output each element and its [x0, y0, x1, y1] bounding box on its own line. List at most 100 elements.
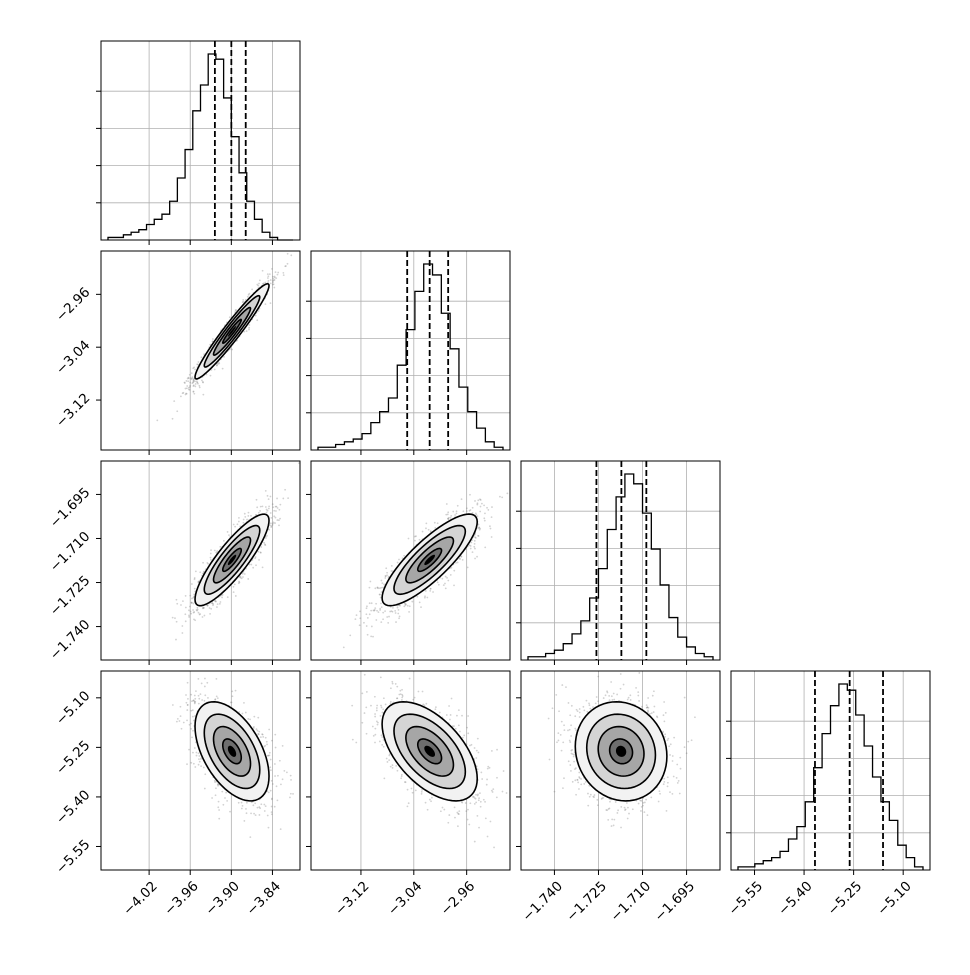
scatter-point — [274, 522, 276, 524]
x-ticks: −5.55−5.40−5.25−5.10 — [726, 870, 915, 919]
histogram-0 — [108, 54, 293, 240]
scatter-point — [469, 544, 471, 546]
scatter-point — [186, 387, 188, 389]
scatter-point — [483, 517, 485, 519]
scatter-point — [363, 622, 365, 624]
scatter-point — [193, 385, 195, 387]
scatter-point — [267, 495, 269, 497]
scatter-point — [430, 588, 432, 590]
scatter-point — [258, 512, 260, 514]
scatter-point — [382, 612, 384, 614]
scatter-point — [267, 275, 269, 277]
grid-lines — [101, 41, 300, 240]
scatter-point — [265, 506, 267, 508]
scatter-point — [380, 580, 382, 582]
scatter-point — [371, 602, 373, 604]
scatter-point — [255, 564, 257, 566]
scatter-point — [429, 590, 431, 592]
scatter-point — [366, 625, 368, 627]
scatter-point — [478, 527, 480, 529]
scatter-point — [210, 608, 212, 610]
scatter-point — [180, 396, 182, 398]
scatter-point — [270, 282, 272, 284]
scatter-point — [385, 567, 387, 569]
scatter-point — [359, 624, 361, 626]
scatter-point — [209, 613, 211, 615]
scatter-point — [182, 392, 184, 394]
y-tick-label: −2.96 — [53, 284, 94, 325]
scatter-point — [242, 301, 244, 303]
scatter-point — [374, 607, 376, 609]
scatter-point — [480, 499, 482, 501]
scatter-point — [199, 387, 201, 389]
scatter-point — [452, 511, 454, 513]
scatter-point — [453, 570, 455, 572]
scatter-point — [252, 567, 254, 569]
scatter-point — [392, 611, 394, 613]
scatter-point — [359, 617, 361, 619]
scatter-point — [189, 386, 191, 388]
scatter-point — [369, 587, 371, 589]
scatter-point — [477, 515, 479, 517]
scatter-point — [420, 606, 422, 608]
scatter-point — [272, 503, 274, 505]
scatter-point — [487, 509, 489, 511]
scatter-point — [462, 559, 464, 561]
scatter-point — [191, 382, 193, 384]
scatter-point — [275, 506, 277, 508]
scatter-point — [273, 510, 275, 512]
scatter-point — [188, 616, 190, 618]
hist-y-ticks — [726, 721, 731, 833]
scatter-point — [206, 562, 208, 564]
scatter-point — [271, 268, 273, 270]
scatter-point — [216, 364, 218, 366]
scatter-point — [425, 522, 427, 524]
scatter-point — [447, 514, 449, 516]
scatter-point — [484, 546, 486, 548]
x-tick-label: −5.25 — [825, 878, 866, 919]
scatter-point — [367, 634, 369, 636]
scatter-point — [227, 596, 229, 598]
scatter-point — [450, 515, 452, 517]
scatter-point — [274, 276, 276, 278]
scatter-point — [194, 578, 196, 580]
scatter-point — [282, 498, 284, 500]
scatter-point — [369, 602, 371, 604]
scatter-point — [382, 618, 384, 620]
scatter-point — [188, 615, 190, 617]
scatter-point — [470, 509, 472, 511]
scatter-point — [275, 510, 277, 512]
scatter-point — [397, 607, 399, 609]
scatter-point — [359, 610, 361, 612]
scatter-point — [196, 607, 198, 609]
y-tick-label: −3.12 — [53, 390, 94, 431]
scatter-point — [366, 605, 368, 607]
scatter-point — [398, 559, 400, 561]
scatter-point — [259, 510, 261, 512]
scatter-point — [438, 584, 440, 586]
scatter-point — [220, 601, 222, 603]
scatter-point — [196, 382, 198, 384]
scatter-point — [223, 356, 225, 358]
scatter-point — [191, 583, 193, 585]
scatter-point — [269, 273, 271, 275]
panel-frame — [101, 251, 300, 450]
scatter-point — [425, 590, 427, 592]
scatter-point — [489, 525, 491, 527]
scatter-point — [270, 496, 272, 498]
scatter-point — [210, 549, 212, 551]
scatter-point — [272, 276, 274, 278]
scatter-point — [241, 577, 243, 579]
scatter-point — [235, 309, 237, 311]
scatter-point — [156, 420, 158, 422]
scatter-point — [235, 595, 237, 597]
x-ticks — [149, 660, 272, 665]
scatter-point — [243, 519, 245, 521]
scatter-point — [202, 562, 204, 564]
scatter-point — [250, 515, 252, 517]
scatter-point — [244, 573, 246, 575]
scatter-point — [260, 546, 262, 548]
scatter-point — [248, 324, 250, 326]
scatter-point — [270, 522, 272, 524]
scatter-point — [477, 499, 479, 501]
